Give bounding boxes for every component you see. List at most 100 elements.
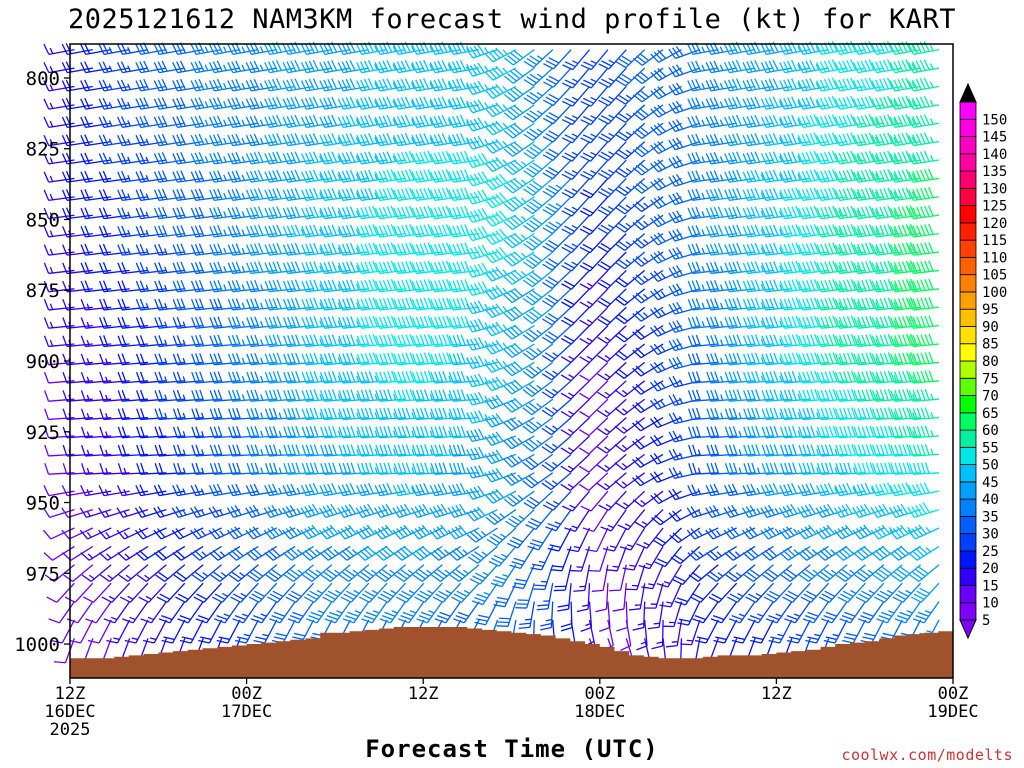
barb-full — [419, 590, 431, 597]
barb-full — [446, 315, 452, 327]
barb-half — [337, 137, 342, 144]
barb-full — [232, 389, 238, 402]
barb-full — [272, 243, 278, 255]
barb-half — [278, 528, 283, 535]
barb-full — [327, 243, 334, 255]
barb-half — [374, 467, 378, 474]
barb-full — [356, 116, 363, 128]
wind-barb — [337, 59, 369, 74]
barb-full — [161, 78, 168, 90]
barb-full — [61, 507, 69, 518]
barb-full — [80, 317, 86, 329]
barb-full — [347, 611, 359, 617]
barb-full — [338, 444, 344, 457]
barb-shaft — [219, 564, 241, 582]
barb-half — [259, 64, 264, 71]
barb-shaft — [362, 508, 388, 518]
barb-full — [287, 618, 299, 624]
barb-full — [209, 371, 215, 384]
barb-full — [154, 299, 160, 311]
barb-full — [176, 61, 183, 73]
barb-half — [484, 47, 489, 54]
barb-half — [356, 357, 360, 364]
barb-full — [231, 243, 238, 255]
wind-barb — [503, 472, 535, 486]
barb-half — [204, 82, 209, 90]
barb-full — [269, 462, 274, 475]
barb-full — [478, 465, 485, 476]
wind-barb — [541, 325, 572, 344]
wind-barb — [356, 78, 388, 92]
barb-full — [396, 43, 403, 54]
barb-half — [448, 448, 452, 456]
barb-full — [255, 636, 267, 641]
wind-barb — [518, 601, 535, 629]
barb-full — [268, 170, 274, 182]
barb-full — [393, 317, 399, 329]
barb-full — [364, 243, 370, 255]
barb-full — [322, 596, 334, 603]
barb-full — [337, 116, 344, 128]
barb-full — [331, 114, 338, 126]
barb-full — [213, 225, 219, 237]
barb-full — [402, 611, 414, 617]
wind-barb — [177, 601, 204, 624]
barb-shaft — [214, 508, 241, 518]
barb-half — [337, 228, 342, 236]
barb-half — [374, 63, 378, 71]
barb-half — [49, 47, 54, 54]
barb-full — [401, 426, 407, 438]
barb-full — [364, 353, 370, 365]
barb-full — [172, 485, 179, 496]
barb-full — [209, 244, 215, 256]
barb-full — [374, 80, 381, 92]
barb-full — [445, 205, 452, 217]
barb-full — [246, 390, 252, 402]
barb-full — [213, 353, 219, 365]
barb-full — [292, 611, 304, 617]
barb-full — [80, 98, 87, 110]
wind-barb — [122, 601, 149, 624]
barb-full — [99, 371, 105, 384]
barb-full — [326, 505, 334, 516]
barb-full — [319, 134, 326, 146]
barb-full — [268, 61, 275, 73]
wind-barb — [228, 564, 259, 582]
barb-full — [409, 205, 415, 217]
barb-full — [135, 262, 142, 274]
wind-barb — [429, 78, 461, 92]
barb-half — [241, 137, 246, 145]
barb-full — [368, 188, 374, 200]
barb-full — [139, 371, 146, 383]
barb-full — [98, 116, 105, 128]
barb-full — [121, 371, 127, 383]
barb-full — [397, 335, 403, 347]
barb-full — [415, 371, 422, 383]
barb-full — [360, 462, 366, 475]
barb-full — [282, 244, 289, 256]
wind-barb — [300, 524, 333, 540]
barb-full — [423, 78, 430, 90]
wind-barb — [245, 60, 277, 74]
barb-full — [312, 483, 319, 494]
barb-full — [249, 549, 259, 559]
barb-full — [213, 316, 219, 329]
barb-full — [391, 352, 397, 364]
barb-full — [172, 262, 178, 274]
barb-half — [337, 247, 342, 254]
wind-barb — [134, 527, 167, 540]
wind-barb — [98, 527, 130, 540]
barb-full — [323, 61, 330, 73]
barb-shaft — [453, 159, 480, 165]
barb-full — [228, 463, 234, 475]
barb-full — [102, 243, 109, 255]
barb-full — [308, 569, 319, 577]
wind-barb — [339, 564, 370, 582]
wind-barb — [374, 524, 406, 540]
barb-full — [323, 207, 330, 219]
barb-half — [105, 449, 109, 456]
barb-full — [43, 189, 50, 201]
barb-full — [405, 242, 411, 254]
barb-full — [393, 207, 399, 219]
barb-half — [392, 137, 397, 144]
